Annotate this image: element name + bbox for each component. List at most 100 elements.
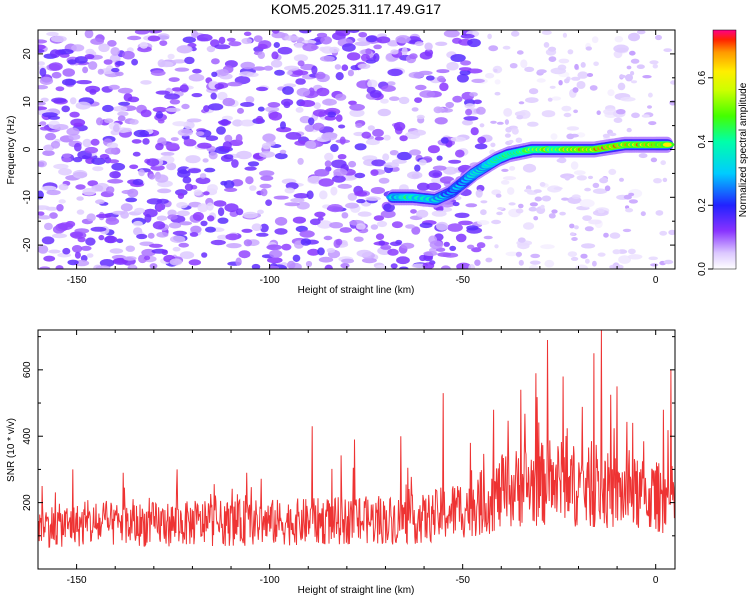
heatmap-cell [120, 203, 133, 212]
heatmap-cell [653, 178, 662, 184]
heatmap-cell [567, 49, 574, 55]
heatmap-cell [168, 222, 182, 229]
heatmap-cell [516, 115, 524, 120]
heatmap-cell [55, 86, 65, 92]
heatmap-cell [452, 201, 460, 207]
heatmap-cell [515, 137, 523, 143]
heatmap-cell [202, 158, 209, 163]
heatmap-cell [349, 109, 365, 117]
heatmap-cell [46, 189, 61, 196]
heatmap-cell [559, 211, 566, 216]
heatmap-cell [269, 249, 283, 258]
heatmap-cell [156, 231, 169, 238]
heatmap-cell [110, 47, 120, 56]
heatmap-cell [84, 146, 99, 154]
heatmap-cell [435, 41, 448, 46]
heatmap-cell [256, 86, 268, 92]
heatmap-cell [58, 168, 72, 176]
heatmap-cell [38, 39, 48, 44]
heatmap-cell [576, 81, 586, 89]
heatmap-cell [596, 110, 601, 115]
snr-x-ticks: -150 -100 -50 0 [37, 330, 659, 586]
heatmap-cell [340, 262, 350, 269]
heatmap-cell [346, 52, 361, 61]
heatmap-cell [274, 152, 288, 160]
heatmap-cell [287, 260, 296, 269]
heatmap-cell [95, 265, 111, 269]
heatmap-cell [108, 159, 120, 164]
heatmap-cell [69, 231, 84, 238]
heatmap-cell [573, 109, 578, 114]
heatmap-cell [480, 200, 488, 204]
heatmap-cell [400, 242, 415, 249]
heatmap-cell [243, 31, 252, 36]
heatmap-cell [387, 248, 399, 256]
heatmap-cell [517, 237, 526, 243]
y-tick-label: 200 [22, 494, 33, 511]
heatmap-cell [98, 234, 105, 241]
heatmap-cell [597, 208, 605, 214]
heatmap-cell [257, 43, 268, 50]
heatmap-cell [564, 78, 570, 84]
heatmap-cell [105, 217, 120, 225]
heatmap-cell [652, 63, 658, 69]
heatmap-cell [416, 114, 425, 120]
heatmap-cell [607, 89, 615, 97]
heatmap-cell [85, 85, 101, 93]
heatmap-cell [236, 150, 252, 160]
heatmap-cell [389, 150, 399, 156]
heatmap-cell [167, 214, 178, 220]
snr-y-ticks: 200 400 600 [22, 336, 675, 537]
heatmap-cell [134, 30, 150, 35]
heatmap-cell [319, 46, 326, 52]
heatmap-cell [518, 259, 524, 266]
heatmap-cell [540, 244, 555, 250]
heatmap-cell [102, 104, 114, 113]
heatmap-cell [647, 105, 652, 109]
heatmap-cell [648, 121, 657, 126]
heatmap-cell [511, 30, 520, 37]
heatmap-cell [447, 223, 463, 232]
heatmap-cell [108, 84, 120, 90]
heatmap-cell [378, 240, 386, 246]
heatmap-cell [365, 35, 378, 43]
heatmap-cell [397, 151, 412, 161]
heatmap-cell [572, 87, 579, 93]
heatmap-cell [487, 33, 492, 40]
heatmap-cell [562, 32, 568, 38]
heatmap-cell [341, 212, 349, 219]
heatmap-cell [57, 48, 74, 55]
heatmap-cell [276, 126, 292, 133]
heatmap-cell [608, 132, 617, 137]
heatmap-cell [192, 211, 204, 221]
heatmap-cell [436, 69, 450, 74]
heatmap-cell [312, 109, 329, 117]
heatmap-cell [179, 251, 195, 259]
heatmap-cell [508, 166, 516, 171]
heatmap-cell [373, 215, 385, 221]
heatmap-cell [418, 159, 427, 166]
heatmap-cell [39, 266, 51, 269]
heatmap-cell [455, 149, 465, 158]
heatmap-cell [380, 98, 389, 104]
chart-title: KOM5.2025.311.17.49.G17 [271, 1, 441, 17]
heatmap-cell [217, 91, 228, 101]
heatmap-cell [133, 129, 149, 138]
heatmap-cell [401, 47, 408, 56]
heatmap-cell [274, 228, 288, 235]
heatmap-cell [529, 260, 541, 265]
heatmap-cell [106, 142, 119, 149]
heatmap-cell [295, 78, 306, 85]
heatmap-cell [548, 46, 557, 52]
heatmap-cell [167, 53, 175, 60]
heatmap-cell [38, 48, 45, 53]
heatmap-cell [284, 35, 300, 41]
heatmap-cell [211, 71, 218, 78]
heatmap-cell [348, 30, 360, 33]
heatmap-cell [67, 259, 79, 266]
heatmap-cell [245, 176, 254, 185]
heatmap-cell [561, 197, 569, 201]
heatmap-cell [387, 40, 400, 47]
heatmap-cell [76, 80, 92, 85]
